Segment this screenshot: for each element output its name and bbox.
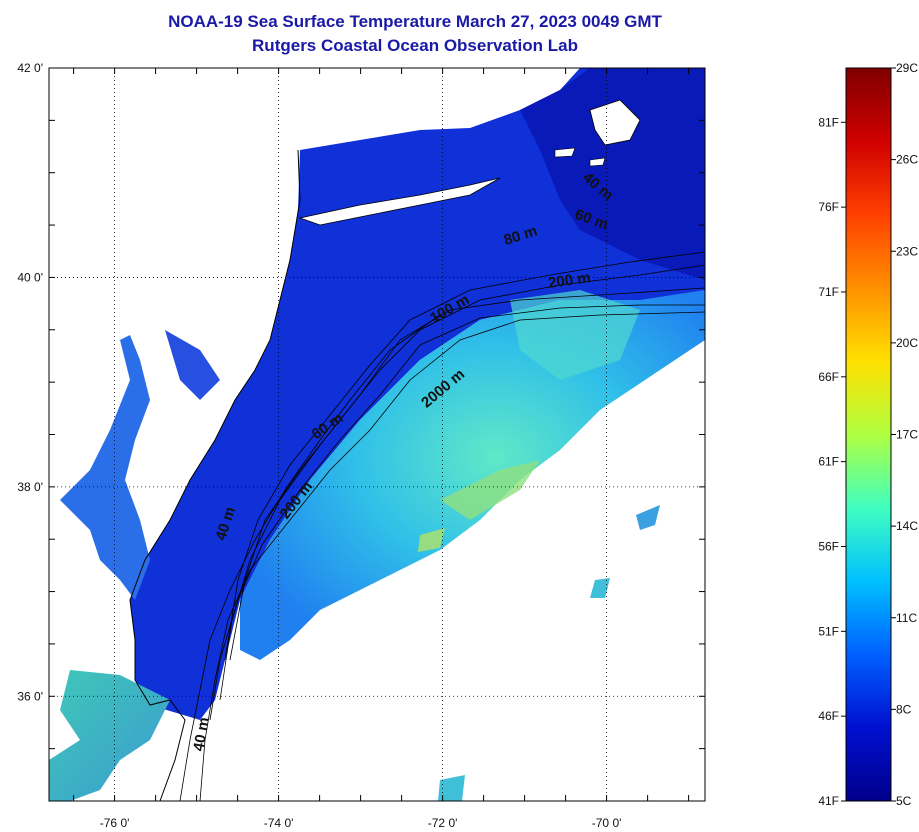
- colorbar-labels: 29C 26C 23C 20C 17C 14C 11C 8C 5C 81F 76F 71F 66F 61F…: [818, 61, 918, 808]
- pamlico-sound: [49, 670, 170, 801]
- lat-label: 40 0': [17, 270, 43, 284]
- map-title: NOAA-19 Sea Surface Temperature March 27…: [168, 12, 662, 31]
- celsius-label: 8C: [896, 702, 912, 716]
- ocean-fragment: [636, 505, 660, 530]
- gulf-of-maine-water: [520, 68, 705, 280]
- map-subtitle: Rutgers Coastal Ocean Observation Lab: [252, 36, 578, 55]
- islands: [554, 147, 606, 167]
- long-island: [298, 177, 501, 226]
- celsius-label: 5C: [896, 794, 912, 808]
- lon-label: -72 0': [428, 816, 458, 830]
- ocean-fragment-3: [438, 775, 465, 801]
- graticule: [49, 67, 705, 802]
- lon-label: -70 0': [592, 816, 622, 830]
- chesapeake-bay: [60, 335, 150, 600]
- fahrenheit-label: 56F: [818, 539, 839, 553]
- fahrenheit-label: 81F: [818, 115, 839, 129]
- fahrenheit-label: 41F: [818, 794, 839, 808]
- fahrenheit-label: 76F: [818, 200, 839, 214]
- longitude-labels: -76 0' -74 0' -72 0' -70 0': [100, 816, 622, 830]
- warm-water-patch-2: [418, 528, 445, 552]
- fahrenheit-label: 71F: [818, 285, 839, 299]
- cape-cod: [589, 99, 641, 146]
- coastline: [129, 149, 301, 801]
- lat-label: 42 0': [17, 61, 43, 75]
- warm-water-eddy: [510, 290, 640, 380]
- fahrenheit-label: 51F: [818, 624, 839, 638]
- celsius-label: 14C: [896, 519, 918, 533]
- isobath-label: 200 m: [547, 269, 591, 292]
- warm-water-patch: [440, 460, 540, 520]
- delaware-bay: [165, 330, 220, 400]
- isobath-label: 40 m: [190, 716, 213, 753]
- celsius-label: 29C: [896, 61, 918, 75]
- shelf-water: [130, 68, 705, 720]
- fahrenheit-label: 66F: [818, 370, 839, 384]
- colorbar-gradient: [845, 67, 892, 802]
- celsius-label: 11C: [896, 611, 917, 625]
- celsius-label: 17C: [896, 428, 918, 442]
- celsius-label: 23C: [896, 244, 918, 258]
- lat-label: 38 0': [17, 480, 43, 494]
- slope-water: [240, 290, 705, 660]
- celsius-label: 26C: [896, 153, 918, 167]
- fahrenheit-label: 61F: [818, 455, 839, 469]
- isobath-contours: [179, 251, 705, 801]
- fahrenheit-label: 46F: [818, 709, 839, 723]
- lon-label: -76 0': [100, 816, 130, 830]
- lat-label: 36 0': [17, 689, 43, 703]
- celsius-label: 20C: [896, 336, 918, 350]
- latitude-labels: 42 0' 40 0' 38 0' 36 0': [17, 61, 43, 703]
- ocean-fragment-2: [590, 578, 610, 598]
- lon-label: -74 0': [264, 816, 294, 830]
